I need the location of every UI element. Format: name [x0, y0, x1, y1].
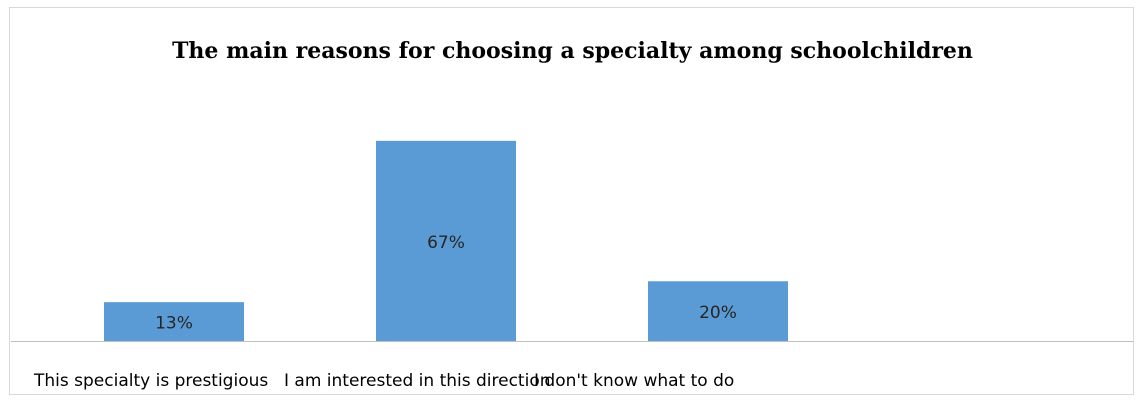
- data-label-3: 20%: [699, 303, 737, 323]
- data-label-2: 67%: [427, 233, 465, 253]
- bar-2: [376, 140, 516, 341]
- category-label-2: I am interested in this direction: [284, 371, 551, 391]
- category-label-3: I don't know what to do: [534, 371, 734, 391]
- data-label-1: 13%: [155, 314, 193, 334]
- category-label-1: This specialty is prestigious: [33, 371, 268, 391]
- chart-title: The main reasons for choosing a specialt…: [172, 38, 973, 64]
- bar-1: [104, 302, 244, 341]
- bar-3: [648, 281, 788, 341]
